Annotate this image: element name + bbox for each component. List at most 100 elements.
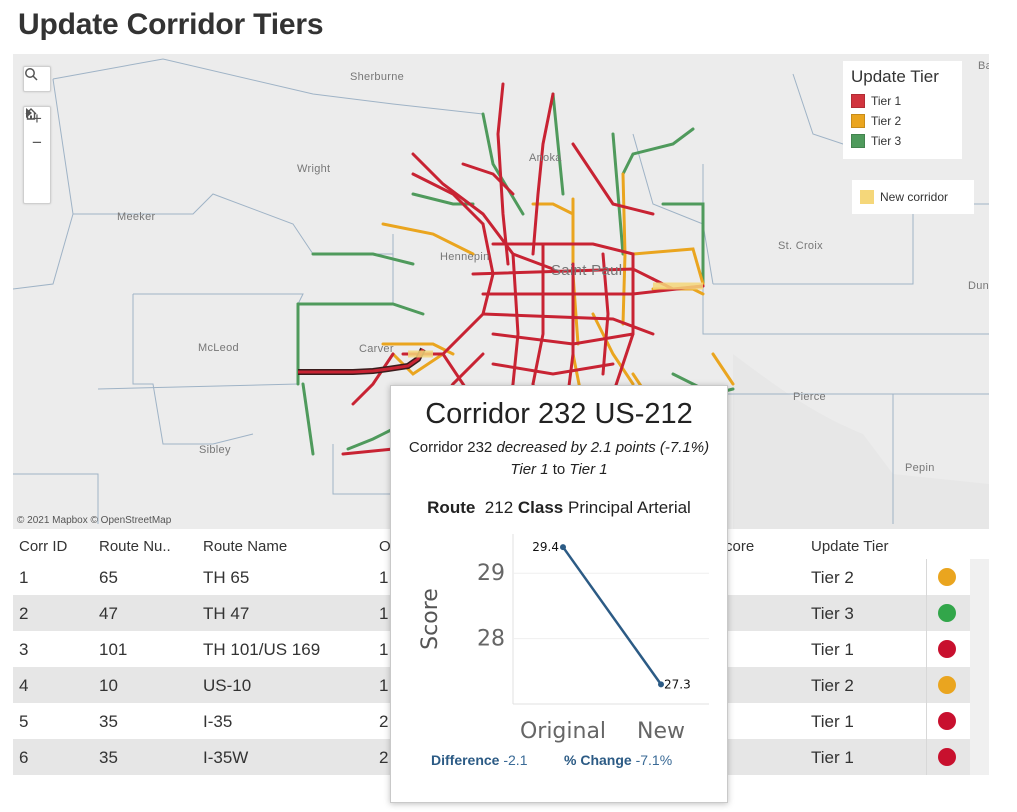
- place-label: Pepin: [905, 462, 935, 474]
- map-zoom-controls: + −: [23, 106, 51, 204]
- col-header-route-name[interactable]: Route Name: [203, 538, 288, 555]
- legend-item[interactable]: Tier 1: [851, 91, 952, 111]
- tier-to: Tier 1: [569, 461, 608, 478]
- cell-route-name: US-10: [203, 676, 252, 695]
- cell-route-name: I-35: [203, 712, 233, 731]
- x-tick-label: New: [637, 719, 685, 744]
- x-tick-label: Original: [520, 719, 606, 744]
- home-icon[interactable]: [24, 108, 50, 179]
- tier2-swatch: [851, 114, 865, 128]
- class-value: Principal Arterial: [568, 498, 691, 517]
- search-icon[interactable]: [24, 67, 50, 91]
- class-label: Class: [517, 498, 564, 517]
- score-line-chart: 29 28 Score Original New 29.4 27.3: [418, 534, 709, 744]
- tooltip-summary: Corridor 232 decreased by 2.1 points (-7…: [391, 439, 727, 456]
- play-icon[interactable]: [24, 108, 50, 203]
- tier-to-word: to: [552, 461, 566, 478]
- cell-route-number: 10: [99, 676, 118, 695]
- y-tick-label: 28: [477, 627, 505, 652]
- change-amount: 2.1 points (-7.1%): [590, 439, 710, 456]
- map-view[interactable]: Sherburne Wright Anoka Meeker Hennepin S…: [13, 54, 989, 529]
- map-attribution[interactable]: © 2021 Mapbox © OpenStreetMap: [17, 515, 172, 526]
- corridor-tooltip: Corridor 232 US-212 Corridor 232 decreas…: [390, 385, 728, 803]
- route-label: Route: [427, 498, 476, 517]
- map-search-control[interactable]: [23, 66, 51, 92]
- cell-corr-id: 2: [19, 604, 29, 623]
- place-label: Ba: [978, 60, 989, 72]
- place-label: Carver: [359, 343, 394, 355]
- cell-update-tier: Tier 2: [811, 676, 854, 695]
- cell-route-name: TH 101/US 169: [203, 640, 321, 659]
- score-point: [658, 681, 664, 688]
- y-axis-label: Score: [418, 588, 443, 650]
- legend-item[interactable]: New corridor: [860, 187, 966, 207]
- tier1-swatch: [851, 94, 865, 108]
- cell-original: 1: [379, 568, 389, 587]
- cell-route-name: I-35W: [203, 748, 249, 767]
- tier-indicator-dot: [938, 676, 956, 694]
- place-label: Anoka: [529, 152, 562, 164]
- legend-label: Tier 1: [871, 94, 902, 108]
- cell-corr-id: 6: [19, 748, 29, 767]
- cell-corr-id: 1: [19, 568, 29, 587]
- place-label: Wright: [297, 163, 331, 175]
- tooltip-route-info: Route 212 Class Principal Arterial: [391, 498, 727, 518]
- place-label: Sibley: [199, 444, 231, 456]
- new-corridor-swatch: [860, 190, 874, 204]
- table-scrollbar[interactable]: [970, 559, 989, 775]
- cell-corr-id: 5: [19, 712, 29, 731]
- cell-original: 2: [379, 748, 389, 767]
- tooltip-title: Corridor 232 US-212: [425, 398, 693, 430]
- data-label: 27.3: [664, 677, 691, 691]
- place-label: Pierce: [793, 391, 826, 403]
- place-label: Dun: [968, 280, 989, 292]
- cell-update-tier: Tier 1: [811, 640, 854, 659]
- legend-label: New corridor: [880, 190, 949, 204]
- zoom-out-button[interactable]: −: [32, 133, 42, 152]
- col-header-original[interactable]: O: [379, 538, 391, 555]
- col-header-corr-id[interactable]: Corr ID: [19, 538, 68, 555]
- difference-value: -2.1: [503, 752, 528, 768]
- difference-stat: Difference -2.1: [431, 752, 527, 768]
- place-label: St. Croix: [778, 240, 823, 252]
- place-label: McLeod: [198, 342, 239, 354]
- legend-label: Tier 2: [871, 114, 902, 128]
- tier-indicator-dot: [938, 640, 956, 658]
- change-verb: decreased by: [496, 439, 587, 456]
- cell-update-tier: Tier 2: [811, 568, 854, 587]
- cell-route-number: 35: [99, 712, 118, 731]
- y-tick-label: 29: [477, 561, 505, 586]
- cell-route-number: 65: [99, 568, 118, 587]
- cell-original: 1: [379, 676, 389, 695]
- cell-update-tier: Tier 1: [811, 712, 854, 731]
- page-title: Update Corridor Tiers: [18, 8, 324, 41]
- legend-title: Update Tier: [851, 67, 939, 86]
- legend-item[interactable]: Tier 3: [851, 131, 952, 151]
- tier-indicator-dot: [938, 712, 956, 730]
- cell-corr-id: 4: [19, 676, 29, 695]
- map-canvas[interactable]: [13, 54, 989, 529]
- col-header-update-tier[interactable]: Update Tier: [811, 538, 889, 555]
- col-header-route-number[interactable]: Route Nu..: [99, 538, 171, 555]
- zoom-in-button[interactable]: +: [32, 109, 42, 128]
- place-label: Meeker: [117, 211, 156, 223]
- place-label: Sherburne: [350, 71, 405, 83]
- cell-update-tier: Tier 3: [811, 604, 854, 623]
- col-header-score[interactable]: core: [725, 538, 755, 555]
- place-label: Saint Paul: [551, 262, 623, 279]
- legend-item[interactable]: Tier 2: [851, 111, 952, 131]
- pct-change-stat: % Change -7.1%: [564, 752, 672, 768]
- score-point: [560, 544, 566, 551]
- tooltip-tier-change: Tier 1 to Tier 1: [391, 461, 727, 478]
- cell-route-number: 101: [99, 640, 128, 659]
- cell-route-number: 47: [99, 604, 118, 623]
- column-divider: [926, 559, 927, 775]
- cell-route-name: TH 47: [203, 604, 250, 623]
- route-value: 212: [484, 498, 514, 517]
- place-label: Hennepin: [440, 251, 490, 263]
- tier-legend: Update Tier Tier 1 Tier 2 Tier 3: [843, 61, 962, 159]
- pct-change-value: -7.1%: [635, 752, 673, 768]
- cell-route-name: TH 65: [203, 568, 250, 587]
- tier-indicator-dot: [938, 748, 956, 766]
- tier-indicator-dot: [938, 604, 956, 622]
